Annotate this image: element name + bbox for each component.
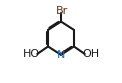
Text: OH: OH [82, 49, 99, 59]
Text: HO: HO [23, 49, 40, 59]
Text: N: N [57, 50, 65, 60]
Text: Br: Br [56, 6, 68, 16]
